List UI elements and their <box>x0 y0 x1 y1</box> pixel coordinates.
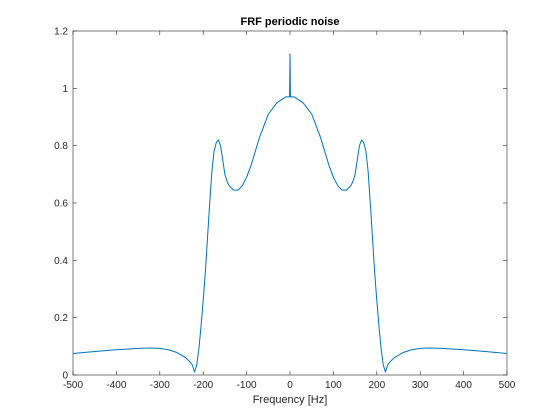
x-tick-label: -500 <box>63 380 83 391</box>
series-line <box>72 53 508 373</box>
y-tick-label: 0 <box>62 371 68 382</box>
x-tick-label: 500 <box>499 380 516 391</box>
y-axis-ticks: 0 0.2 0.4 0.6 0.8 1 1.2 <box>54 27 507 382</box>
x-axis-label: Frequency [Hz] <box>253 394 328 406</box>
x-axis-ticks: -500 -400 -300 -200 -100 0 100 200 300 400 500 <box>63 31 516 391</box>
x-tick-label: -300 <box>150 380 170 391</box>
y-tick-label: 0.8 <box>54 141 68 152</box>
y-tick-label: 1.2 <box>54 27 68 38</box>
x-tick-label: -400 <box>106 380 126 391</box>
x-tick-label: 400 <box>455 380 472 391</box>
x-tick-label: 0 <box>287 380 293 391</box>
chart-title: FRF periodic noise <box>240 16 339 28</box>
y-tick-label: 0.6 <box>54 199 68 210</box>
series-group <box>72 53 508 373</box>
x-tick-label: 100 <box>325 380 342 391</box>
y-tick-label: 0.4 <box>54 256 68 267</box>
x-tick-label: 300 <box>412 380 429 391</box>
x-tick-label: 200 <box>368 380 385 391</box>
y-tick-label: 0.2 <box>54 313 68 324</box>
x-tick-label: -200 <box>193 380 213 391</box>
x-tick-label: -100 <box>237 380 257 391</box>
y-tick-label: 1 <box>62 84 68 95</box>
